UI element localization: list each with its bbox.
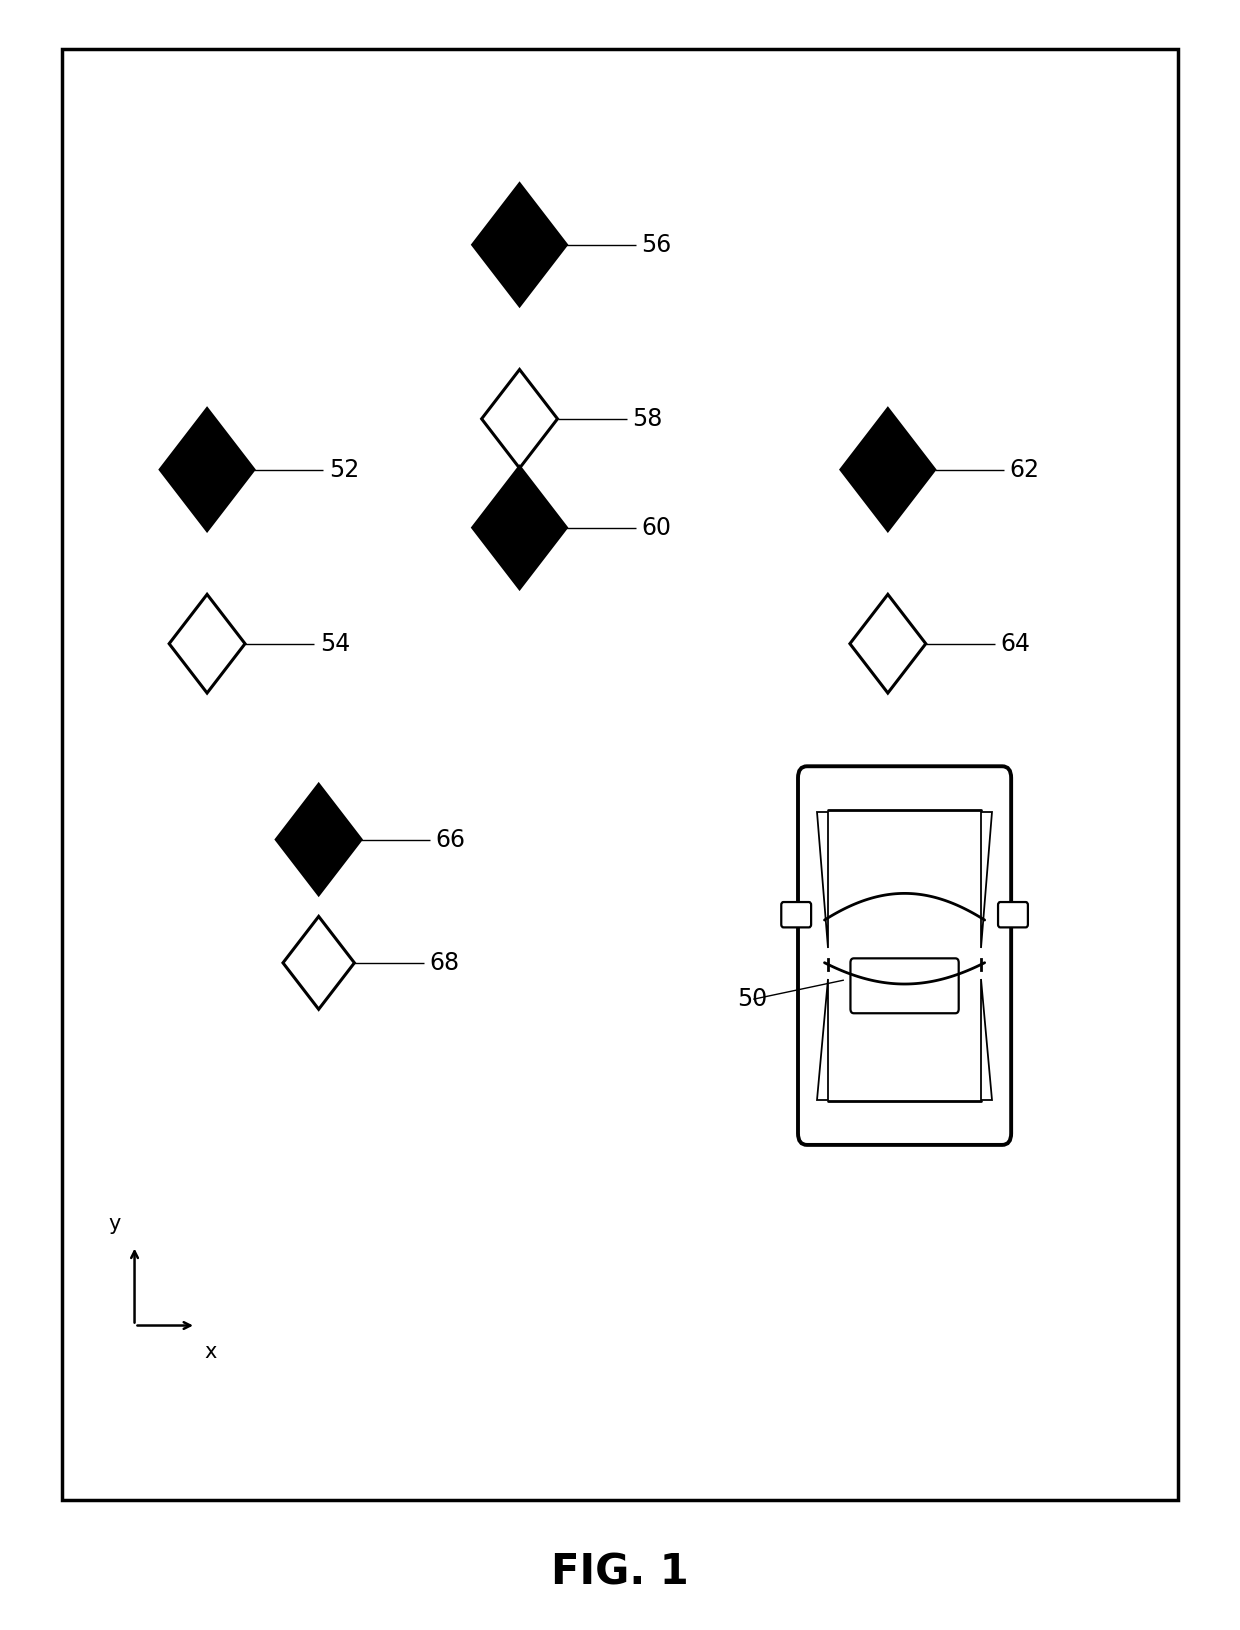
Text: 52: 52	[329, 458, 358, 481]
Polygon shape	[277, 784, 361, 895]
Polygon shape	[160, 409, 254, 530]
Polygon shape	[817, 812, 828, 949]
Text: 50: 50	[737, 988, 768, 1011]
Polygon shape	[849, 595, 926, 693]
Polygon shape	[841, 409, 935, 530]
FancyBboxPatch shape	[781, 901, 811, 927]
Text: FIG. 1: FIG. 1	[551, 1552, 689, 1594]
Polygon shape	[817, 978, 828, 1100]
FancyBboxPatch shape	[799, 766, 1011, 1144]
Text: 64: 64	[1001, 632, 1030, 655]
Text: 54: 54	[320, 632, 350, 655]
Polygon shape	[981, 812, 992, 949]
Polygon shape	[981, 978, 992, 1100]
Text: 58: 58	[632, 408, 662, 430]
FancyBboxPatch shape	[851, 958, 959, 1014]
Polygon shape	[481, 370, 558, 468]
Text: y: y	[108, 1214, 120, 1234]
Text: x: x	[205, 1341, 217, 1361]
Text: 56: 56	[641, 233, 671, 258]
Text: 68: 68	[429, 950, 459, 975]
Polygon shape	[472, 466, 567, 588]
FancyBboxPatch shape	[998, 901, 1028, 927]
Polygon shape	[283, 916, 355, 1009]
Polygon shape	[472, 184, 567, 306]
Text: 60: 60	[641, 515, 671, 540]
Text: 66: 66	[436, 828, 466, 851]
Text: 62: 62	[1009, 458, 1039, 481]
Polygon shape	[169, 595, 246, 693]
